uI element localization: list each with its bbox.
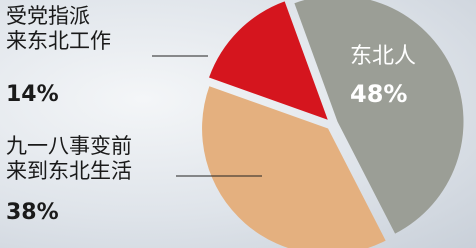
category-label: 九一八事变前 来到东北生活 (6, 134, 132, 184)
chart: 东北人 48% 九一八事变前 来到东北生活 38% 受党指派 来东北工作 14% (0, 0, 476, 248)
value-label: 48% (350, 80, 407, 108)
value-label: 38% (6, 200, 59, 225)
category-label: 东北人 (350, 44, 416, 69)
value-label: 14% (6, 82, 59, 107)
category-label: 受党指派 来东北工作 (6, 4, 111, 54)
